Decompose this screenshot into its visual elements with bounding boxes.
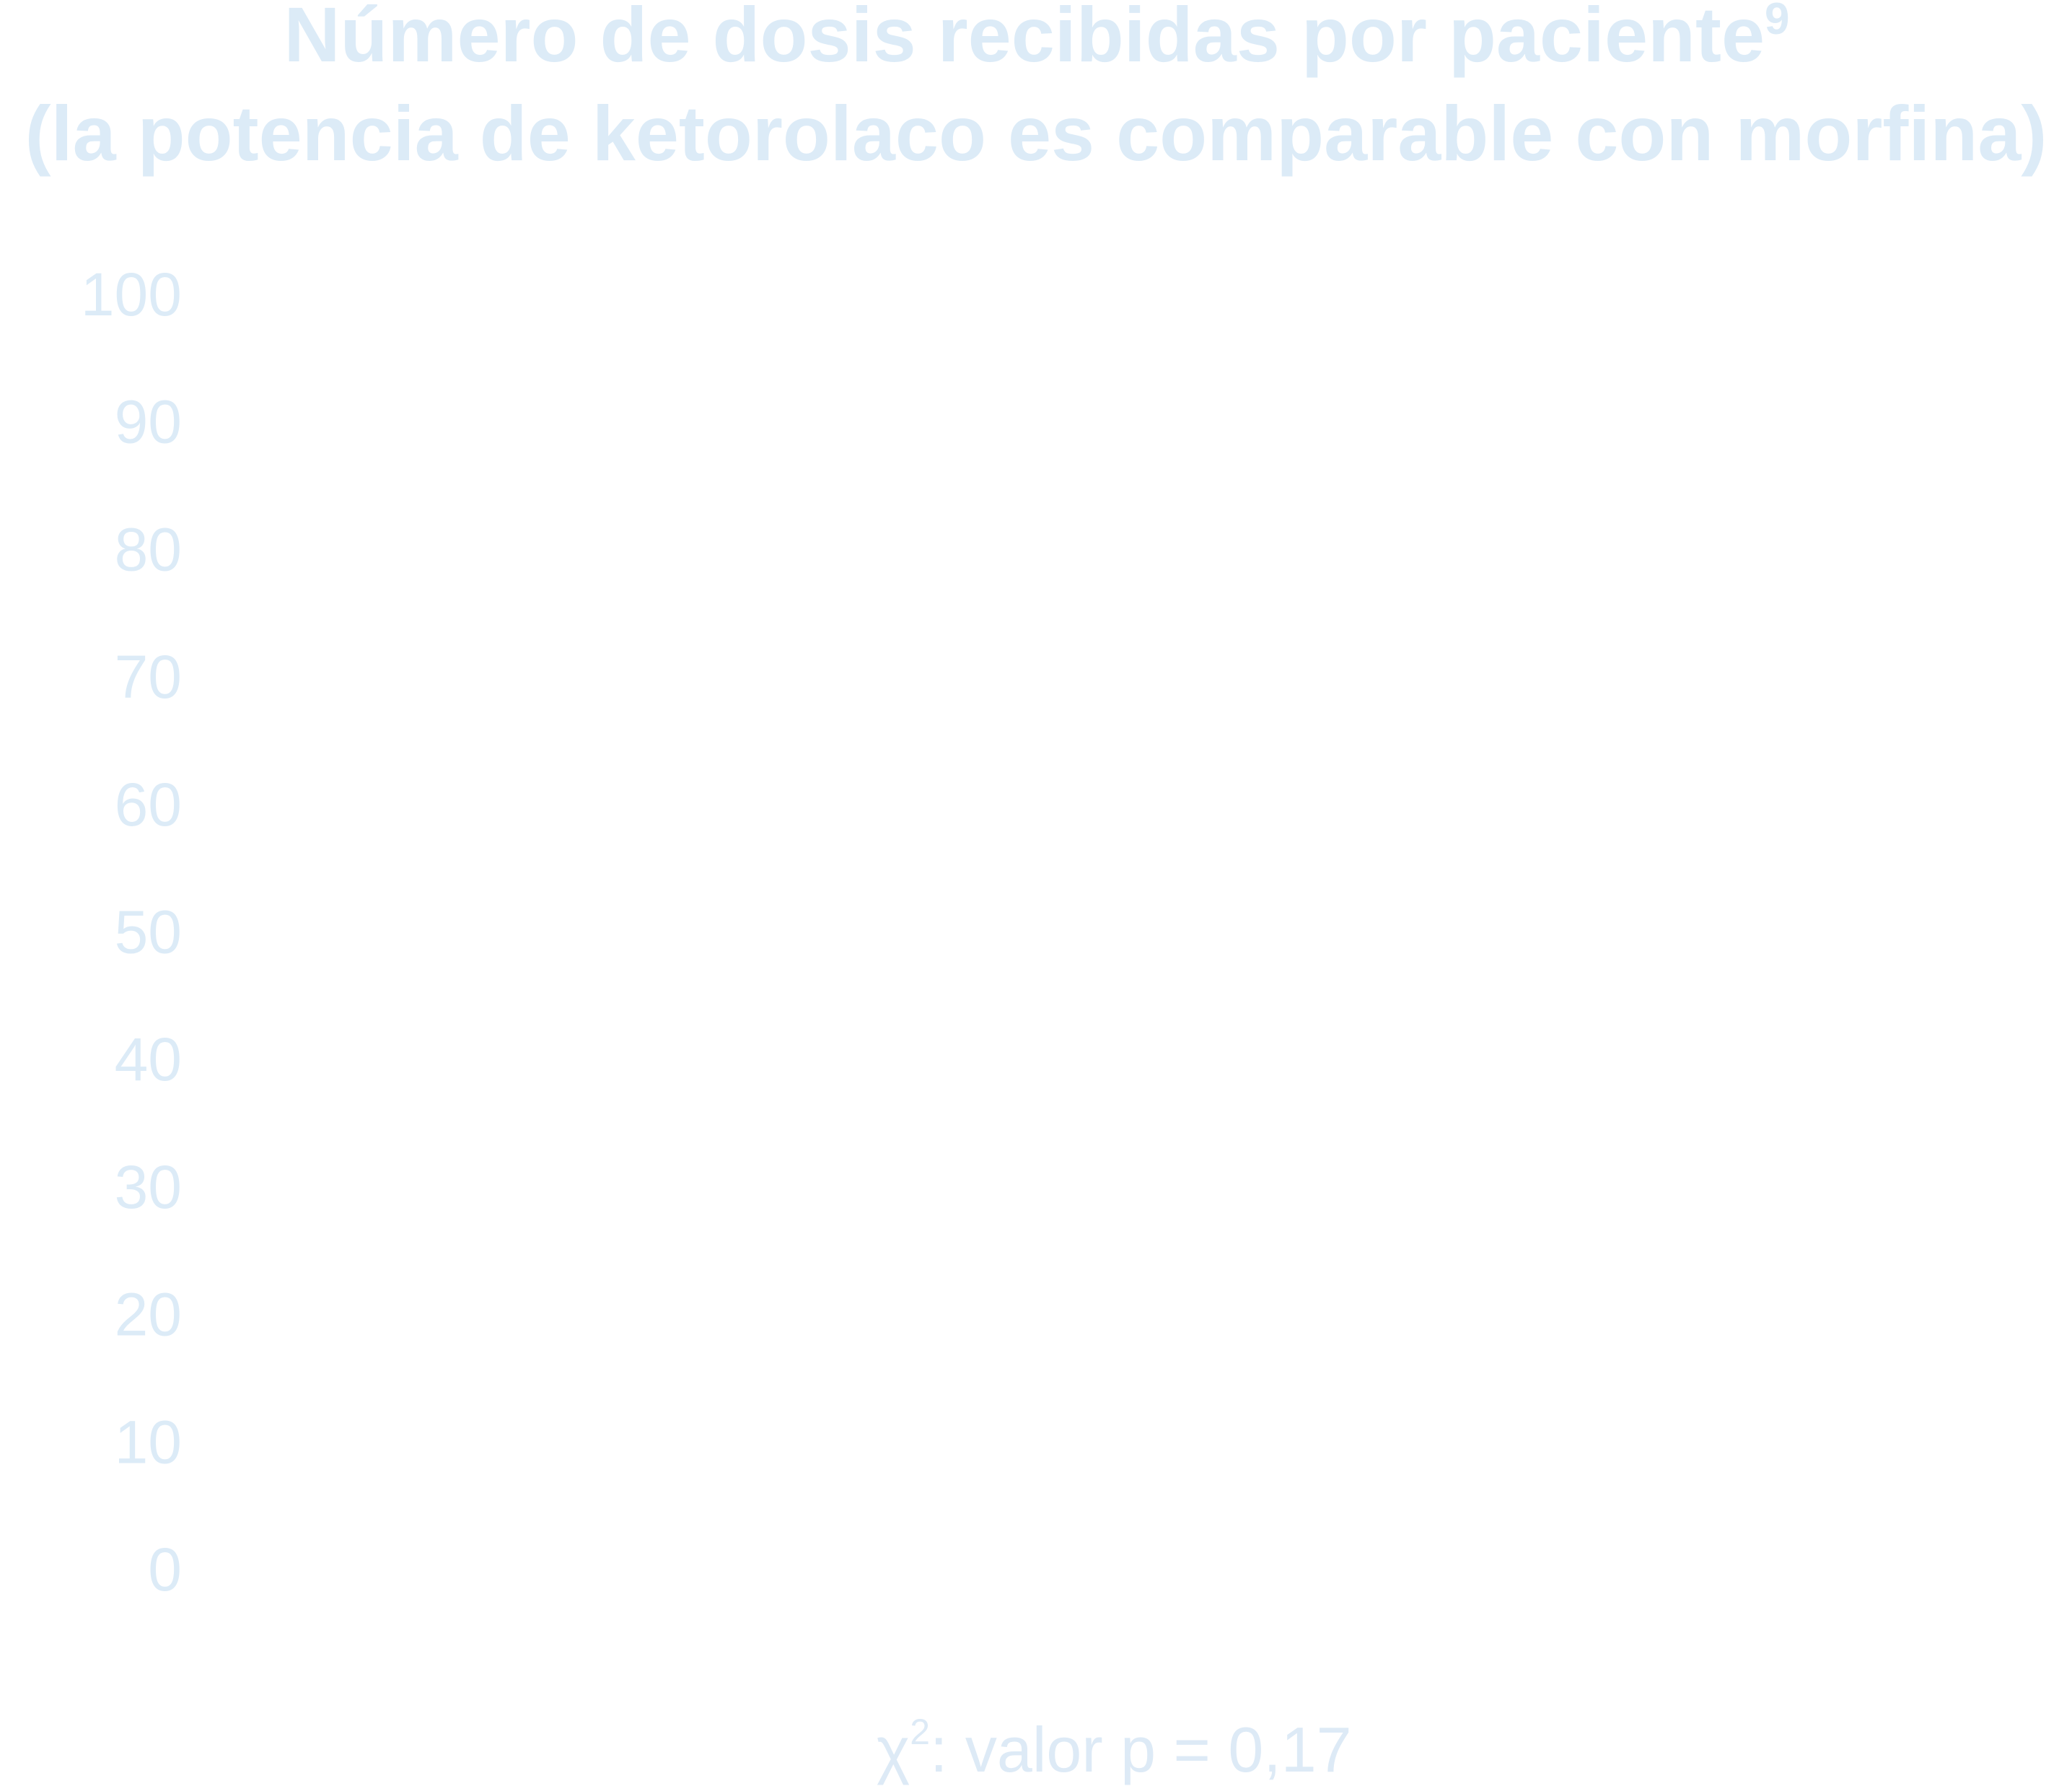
chart-title-line1-main: Número de dosis recibidas por paciente [284,0,1765,78]
p-value-text: : valor p = 0,17 [930,1714,1352,1785]
y-tick-label: 20 [115,1281,182,1349]
y-tick-label: 40 [115,1025,182,1093]
chart-title-superscript: 9 [1765,0,1789,44]
chart-title-line1: Número de dosis recibidas por paciente9 [284,0,1789,78]
y-tick-label: 50 [115,898,182,966]
y-tick-label: 10 [115,1408,182,1476]
chi-square-annotation: χ2: valor p = 0,17 [877,1712,1352,1785]
chart-title-line2: (la potencia de ketorolaco es comparable… [25,89,2047,177]
chi-symbol: χ [877,1714,910,1785]
y-tick-label: 30 [115,1153,182,1221]
y-tick-label: 80 [115,515,182,583]
y-tick-label: 90 [115,388,182,456]
y-tick-label: 100 [81,261,182,328]
y-tick-label: 0 [148,1536,182,1603]
y-tick-label: 60 [115,771,182,839]
y-tick-label: 70 [115,643,182,711]
chi-superscript: 2 [910,1712,930,1752]
